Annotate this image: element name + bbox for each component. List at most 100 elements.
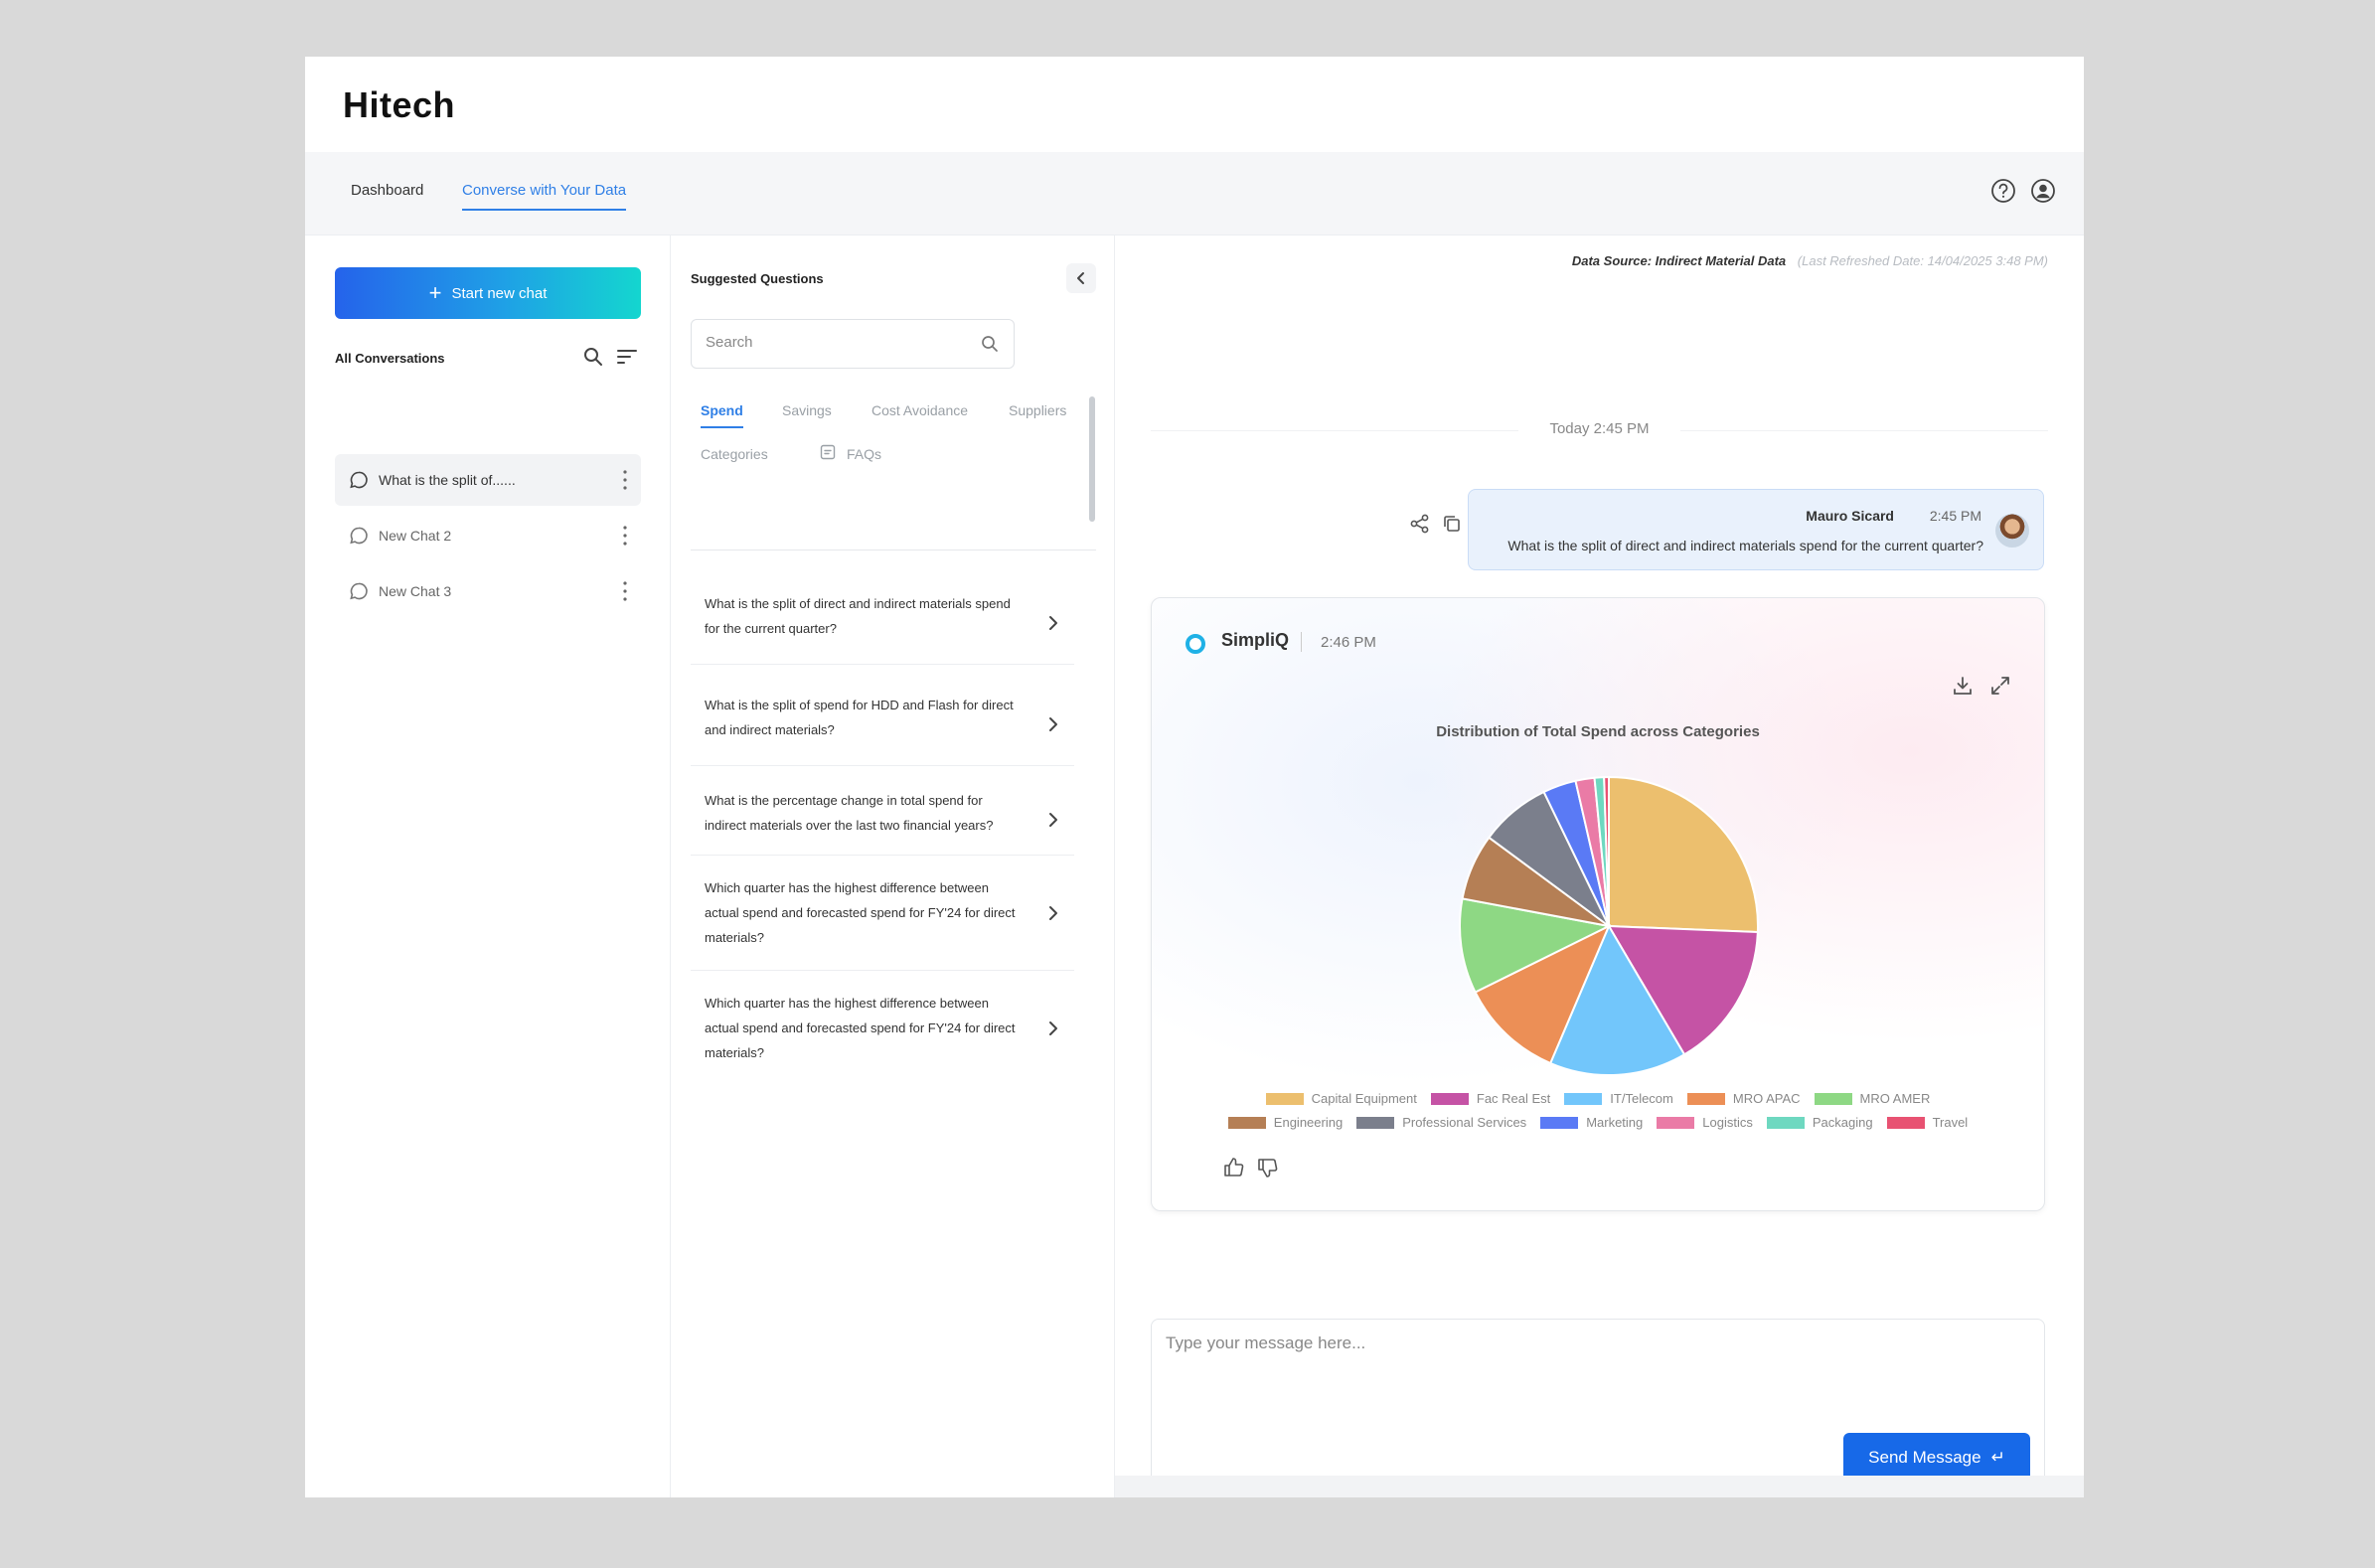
legend-swatch [1430,1092,1469,1105]
legend-item[interactable]: Engineering [1227,1115,1343,1130]
date-divider: Today 2:45 PM [1115,420,2084,437]
legend-item[interactable]: IT/Telecom [1564,1091,1673,1106]
suggested-question-item[interactable]: What is the percentage change in total s… [691,766,1074,856]
copy-icon[interactable] [1441,513,1463,535]
thumbs-up-icon[interactable] [1221,1155,1247,1180]
chat-bubble-icon [350,582,368,600]
pie-slice[interactable] [1603,775,1610,927]
legend-label: Packaging [1812,1115,1873,1130]
thumbs-down-icon[interactable] [1255,1155,1281,1180]
search-icon[interactable] [581,345,605,369]
message-input[interactable] [1166,1333,2020,1413]
tab-categories[interactable]: Categories [701,446,768,462]
tab-dashboard[interactable]: Dashboard [351,182,424,199]
bot-message-time: 2:46 PM [1321,634,1376,651]
collapse-panel-button[interactable] [1066,263,1096,293]
questions-scrollbar[interactable] [1089,396,1095,522]
legend-swatch [1766,1116,1805,1129]
tab-savings[interactable]: Savings [782,402,832,418]
suggested-question-item[interactable]: Which quarter has the highest difference… [691,856,1074,971]
legend-swatch [1265,1092,1304,1105]
conversation-item[interactable]: What is the split of...... [335,454,641,506]
more-options-icon[interactable] [623,469,627,491]
question-text: Which quarter has the highest difference… [705,996,1016,1060]
expand-icon[interactable] [1988,674,2012,698]
tab-faqs[interactable]: FAQs [847,446,882,462]
bot-name: SimpliQ [1221,630,1290,650]
legend-item[interactable]: MRO AMER [1814,1091,1931,1106]
more-options-icon[interactable] [623,580,627,602]
share-icon[interactable] [1409,513,1431,535]
suggested-question-item[interactable]: What is the split of spend for HDD and F… [691,665,1074,766]
legend-label: IT/Telecom [1610,1091,1673,1106]
pie-slice[interactable] [1608,775,1759,934]
legend-label: Marketing [1586,1115,1644,1130]
top-navbar: Dashboard Converse with Your Data [305,152,2084,235]
chat-area: Data Source: Indirect Material Data (Las… [1115,235,2084,1497]
legend-item[interactable]: Travel [1886,1115,1969,1130]
legend-item[interactable]: Fac Real Est [1430,1091,1551,1106]
chevron-right-icon [1049,717,1057,731]
sort-filter-icon[interactable] [615,345,639,369]
legend-swatch [1356,1116,1395,1129]
question-text: What is the split of direct and indirect… [705,596,1011,636]
tab-spend[interactable]: Spend [701,402,743,428]
enter-icon: ↵ [1990,1448,2005,1467]
help-icon[interactable] [1990,178,2016,204]
legend-swatch [1657,1116,1695,1129]
legend-swatch [1564,1092,1603,1105]
legend-item[interactable]: Marketing [1540,1115,1643,1130]
legend-item[interactable]: Professional Services [1356,1115,1526,1130]
search-icon[interactable] [980,334,1000,354]
conversation-item[interactable]: New Chat 3 [335,565,641,617]
legend-label: Logistics [1702,1115,1753,1130]
more-options-icon[interactable] [623,525,627,547]
download-icon[interactable] [1951,674,1975,698]
app-window: Hitech Dashboard Converse with Your Data… [305,57,2084,1497]
send-message-label: Send Message [1868,1448,1981,1467]
legend-label: MRO AMER [1859,1091,1931,1106]
faq-icon [820,444,836,460]
legend-label: Travel [1932,1115,1969,1130]
chevron-right-icon [1049,813,1057,827]
user-name: Mauro Sicard [1806,508,1894,524]
legend-swatch [1686,1092,1725,1105]
legend-item[interactable]: Capital Equipment [1265,1091,1417,1106]
chart-legend: Capital Equipment Fac Real Est IT/Telecom M… [1152,1091,2044,1106]
pie-slice[interactable] [1474,923,1611,1065]
conversation-label: What is the split of...... [379,472,516,488]
pie-chart [1459,775,1759,1076]
suggested-questions-panel: Suggested Questions Spend Savings Cost A… [671,235,1115,1497]
tab-suppliers[interactable]: Suppliers [1009,402,1067,418]
suggested-question-item[interactable]: Which quarter has the highest difference… [691,971,1074,1090]
pie-slice[interactable] [1607,924,1759,1056]
chevron-right-icon [1049,1021,1057,1035]
legend-swatch [1227,1116,1266,1129]
pie-slice[interactable] [1459,897,1613,994]
user-message-bubble: Mauro Sicard 2:45 PM What is the split o… [1468,489,2044,570]
start-new-chat-button[interactable]: + Start new chat [335,267,641,319]
legend-item[interactable]: Logistics [1657,1115,1753,1130]
plus-icon: + [428,280,442,305]
legend-item[interactable]: Packaging [1766,1115,1873,1130]
legend-swatch [1886,1116,1925,1129]
suggested-questions-title: Suggested Questions [691,271,824,286]
conversation-item[interactable]: New Chat 2 [335,510,641,561]
user-account-icon[interactable] [2030,178,2056,204]
start-new-chat-label: Start new chat [451,284,548,302]
questions-search-input[interactable] [706,334,964,351]
send-message-button[interactable]: Send Message ↵ [1843,1433,2030,1483]
bottom-strip [1115,1476,2084,1497]
legend-swatch [1540,1116,1579,1129]
pie-slice[interactable] [1548,923,1686,1076]
legend-label: Fac Real Est [1476,1091,1551,1106]
message-composer: Send Message ↵ [1151,1319,2045,1497]
tab-converse-with-your-data[interactable]: Converse with Your Data [462,182,627,211]
tab-cost-avoidance[interactable]: Cost Avoidance [871,402,969,418]
user-message-text: What is the split of direct and indirect… [1507,538,1983,553]
legend-label: MRO APAC [1732,1091,1801,1106]
suggested-question-item[interactable]: What is the split of direct and indirect… [691,583,1074,665]
bot-response-card: SimpliQ 2:46 PM Distribution of Total Sp… [1151,597,2045,1211]
legend-item[interactable]: MRO APAC [1686,1091,1801,1106]
chart-legend: Engineering Professional Services Marketin… [1152,1115,2044,1130]
